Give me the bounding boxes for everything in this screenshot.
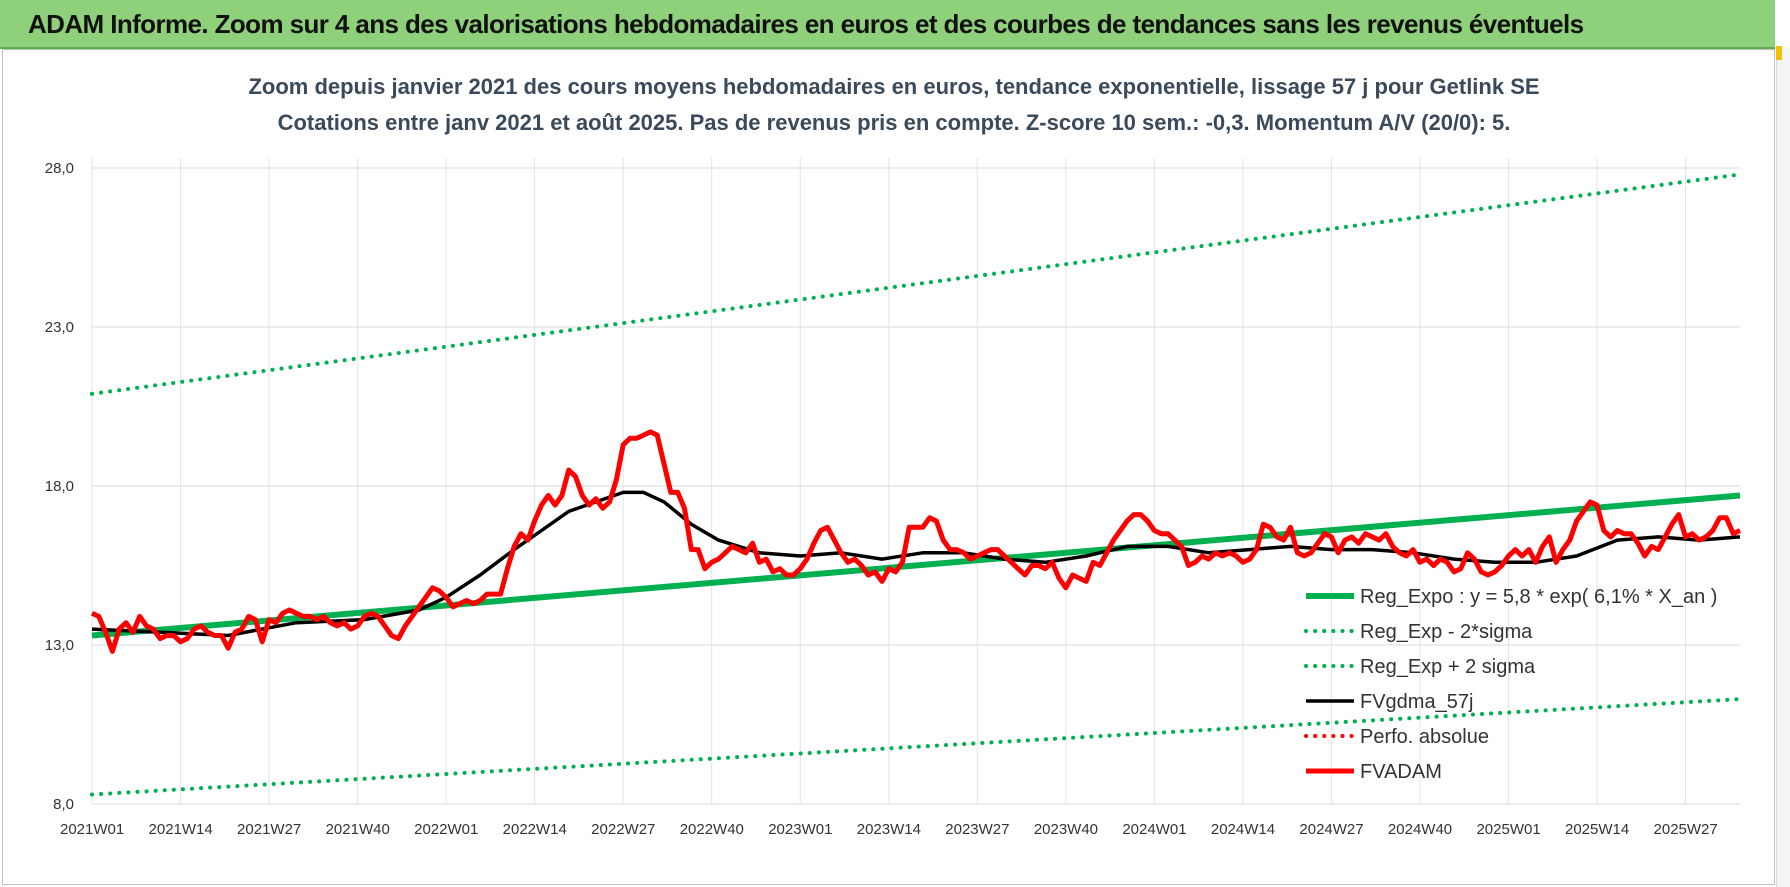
x-tick-label: 2021W27 bbox=[237, 821, 301, 838]
series-line-2 bbox=[90, 697, 1742, 797]
x-tick-label: 2022W27 bbox=[591, 821, 655, 838]
x-tick-label: 2023W14 bbox=[857, 821, 921, 838]
y-tick-label: 8,0 bbox=[53, 796, 74, 813]
y-tick-label: 13,0 bbox=[45, 637, 74, 654]
x-tick-label: 2024W01 bbox=[1122, 821, 1186, 838]
x-tick-label: 2022W01 bbox=[414, 821, 478, 838]
series-lines bbox=[90, 172, 1742, 797]
series-line-3 bbox=[90, 172, 1742, 396]
x-axis-ticks: 2021W01 2021W14 2021W27 2021W40 2022W01 2022W… bbox=[60, 821, 1718, 838]
x-tick-label: 2023W27 bbox=[945, 821, 1009, 838]
y-axis-ticks: 8,0 13,0 18,0 23,0 28,0 bbox=[45, 160, 74, 813]
y-tick-label: 23,0 bbox=[45, 319, 74, 336]
x-tick-label: 2025W14 bbox=[1565, 821, 1629, 838]
x-tick-label: 2023W01 bbox=[768, 821, 832, 838]
x-tick-label: 2021W01 bbox=[60, 821, 124, 838]
x-tick-label: 2022W14 bbox=[503, 821, 567, 838]
y-tick-label: 18,0 bbox=[45, 478, 74, 495]
x-tick-label: 2025W27 bbox=[1654, 821, 1718, 838]
x-tick-label: 2021W14 bbox=[149, 821, 213, 838]
x-tick-label: 2025W01 bbox=[1476, 821, 1540, 838]
x-tick-label: 2024W27 bbox=[1299, 821, 1363, 838]
chart-subtitle-line1: Zoom depuis janvier 2021 des cours moyen… bbox=[248, 74, 1539, 99]
legend-entry: Reg_Exp + 2 sigma bbox=[1360, 656, 1536, 678]
legend-entry: Perfo. absolue bbox=[1360, 726, 1489, 748]
x-tick-label: 2024W40 bbox=[1388, 821, 1452, 838]
legend-entry: Reg_Expo : y = 5,8 * exp( 6,1% * X_an ) bbox=[1360, 586, 1717, 608]
x-tick-label: 2021W40 bbox=[326, 821, 390, 838]
x-tick-label: 2023W40 bbox=[1034, 821, 1098, 838]
chart-subtitle-line2: Cotations entre janv 2021 et août 2025. … bbox=[278, 110, 1511, 135]
title-banner: ADAM Informe. Zoom sur 4 ans des valoris… bbox=[0, 0, 1775, 49]
edge-marker bbox=[1776, 46, 1782, 60]
series-line-1 bbox=[91, 492, 1741, 639]
grid-lines bbox=[91, 158, 1740, 805]
scrollbar-edge bbox=[1776, 48, 1790, 887]
banner-title: ADAM Informe. Zoom sur 4 ans des valoris… bbox=[28, 9, 1584, 39]
x-tick-label: 2024W14 bbox=[1211, 821, 1275, 838]
x-tick-label: 2022W40 bbox=[680, 821, 744, 838]
legend: Reg_Expo : y = 5,8 * exp( 6,1% * X_an ) R… bbox=[1304, 586, 1717, 783]
legend-entry: FVADAM bbox=[1360, 761, 1442, 783]
legend-entry: FVgdma_57j bbox=[1360, 691, 1473, 713]
legend-entry: Reg_Exp - 2*sigma bbox=[1360, 621, 1533, 643]
series-line-6 bbox=[90, 429, 1742, 654]
y-tick-label: 28,0 bbox=[45, 160, 74, 177]
